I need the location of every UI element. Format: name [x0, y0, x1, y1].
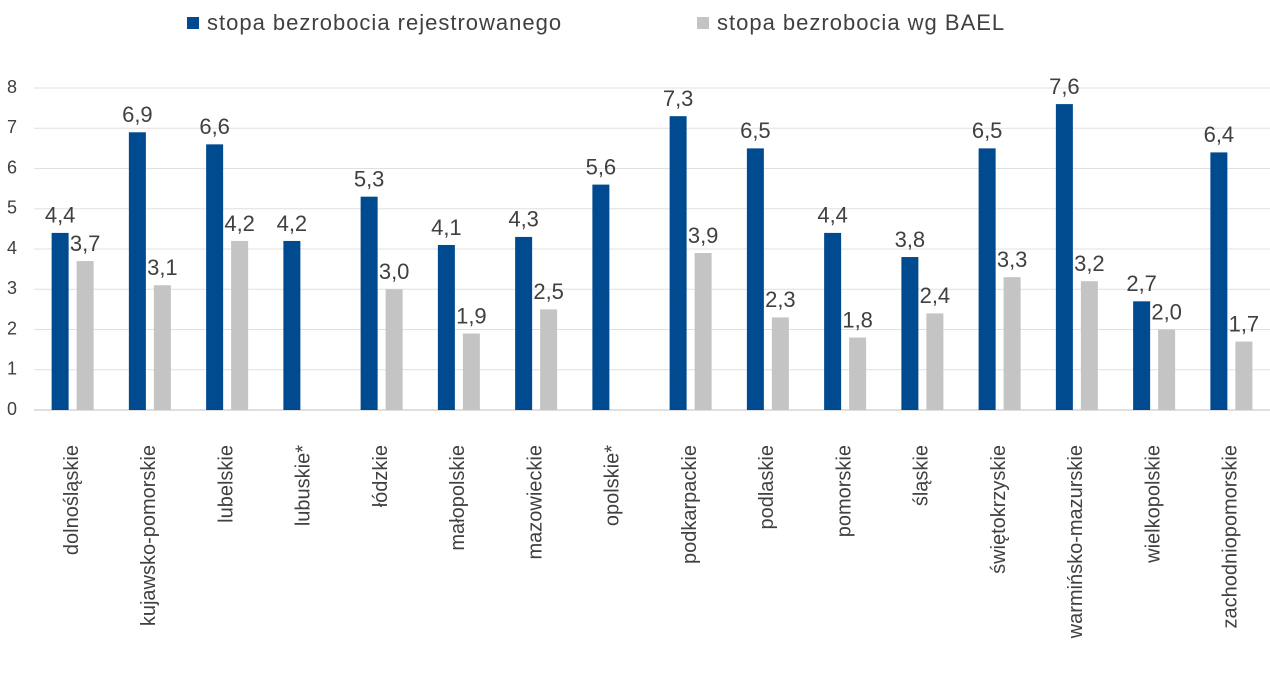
x-tick-label: lubelskie	[215, 445, 237, 523]
bar	[283, 240, 301, 410]
legend-label: stopa bezrobocia wg BAEL	[717, 10, 1005, 35]
value-label: 3,8	[895, 227, 926, 252]
bar	[51, 232, 69, 410]
y-tick-label: 8	[7, 77, 17, 97]
value-label: 3,2	[1074, 251, 1105, 276]
bar	[901, 257, 919, 410]
value-label: 5,6	[586, 154, 617, 179]
value-label: 2,4	[920, 283, 951, 308]
value-label: 4,2	[224, 211, 255, 236]
x-tick-label: wielkopolskie	[1142, 445, 1164, 564]
bar	[669, 116, 687, 411]
bar	[746, 148, 764, 410]
value-label: 6,5	[972, 118, 1003, 143]
legend-swatch	[187, 17, 199, 29]
x-tick-label: śląskie	[911, 445, 933, 506]
bar	[437, 244, 455, 410]
bar	[1210, 152, 1228, 410]
bar	[771, 317, 789, 410]
y-tick-label: 5	[7, 198, 17, 218]
value-label: 6,5	[740, 118, 771, 143]
value-label: 6,6	[199, 114, 230, 139]
bar	[694, 253, 712, 410]
bar	[515, 236, 533, 410]
x-tick-label: podlaskie	[756, 445, 778, 530]
value-label: 3,7	[70, 231, 101, 256]
value-label: 6,4	[1204, 122, 1235, 147]
bar	[1235, 341, 1253, 410]
value-label: 6,9	[122, 102, 153, 127]
bar	[1133, 301, 1151, 410]
value-label: 4,1	[431, 215, 462, 240]
value-label: 3,1	[147, 255, 178, 280]
bar	[128, 132, 146, 410]
value-label: 1,7	[1229, 311, 1260, 336]
x-tick-label: łódzkie	[370, 445, 392, 507]
value-label: 2,0	[1151, 299, 1182, 324]
x-tick-label: małopolskie	[447, 445, 469, 551]
bar	[1003, 277, 1021, 410]
value-label: 4,3	[508, 207, 539, 232]
value-label: 2,5	[533, 279, 564, 304]
x-tick-label: świętokrzyskie	[988, 445, 1010, 574]
value-label: 3,9	[688, 223, 719, 248]
bar	[231, 240, 249, 410]
value-label: 5,3	[354, 166, 385, 191]
bar	[849, 337, 867, 410]
value-label: 4,4	[45, 203, 76, 228]
value-label: 2,3	[765, 287, 796, 312]
bar	[1158, 329, 1176, 410]
value-label: 7,6	[1049, 74, 1080, 99]
bar	[206, 144, 224, 410]
bar	[462, 333, 480, 410]
bar	[592, 184, 610, 410]
y-tick-label: 6	[7, 157, 17, 177]
x-tick-label: zachodniopomorskie	[1220, 445, 1242, 628]
x-tick-label: podkarpackie	[679, 445, 701, 564]
bar	[824, 232, 842, 410]
x-tick-label: warmińsko-mazurskie	[1065, 445, 1087, 639]
y-tick-label: 3	[7, 278, 17, 298]
y-tick-label: 7	[7, 117, 17, 137]
y-tick-label: 2	[7, 318, 17, 338]
value-label: 3,0	[379, 259, 410, 284]
bar	[1080, 281, 1098, 410]
x-tick-label: opolskie*	[602, 445, 624, 526]
value-label: 3,3	[997, 247, 1028, 272]
bar	[360, 196, 378, 410]
value-label: 1,9	[456, 303, 487, 328]
value-label: 4,4	[817, 203, 848, 228]
y-tick-label: 1	[7, 359, 17, 379]
y-tick-label: 0	[7, 399, 17, 419]
bar	[540, 309, 558, 410]
x-tick-label: kujawsko-pomorskie	[138, 445, 160, 626]
x-tick-label: dolnośląskie	[61, 445, 83, 555]
bar	[978, 148, 996, 410]
value-label: 1,8	[842, 307, 873, 332]
x-tick-label: pomorskie	[833, 445, 855, 537]
x-tick-label: mazowieckie	[524, 445, 546, 559]
value-label: 4,2	[277, 211, 308, 236]
y-tick-label: 4	[7, 238, 17, 258]
bar	[926, 313, 944, 410]
value-label: 2,7	[1126, 271, 1157, 296]
x-tick-label: lubuskie*	[293, 445, 315, 526]
legend-swatch	[697, 17, 709, 29]
bar	[153, 285, 171, 410]
value-label: 7,3	[663, 86, 694, 111]
legend-label: stopa bezrobocia rejestrowanego	[207, 10, 562, 35]
bar	[76, 261, 94, 410]
bar	[1055, 104, 1073, 410]
bar	[385, 289, 403, 410]
